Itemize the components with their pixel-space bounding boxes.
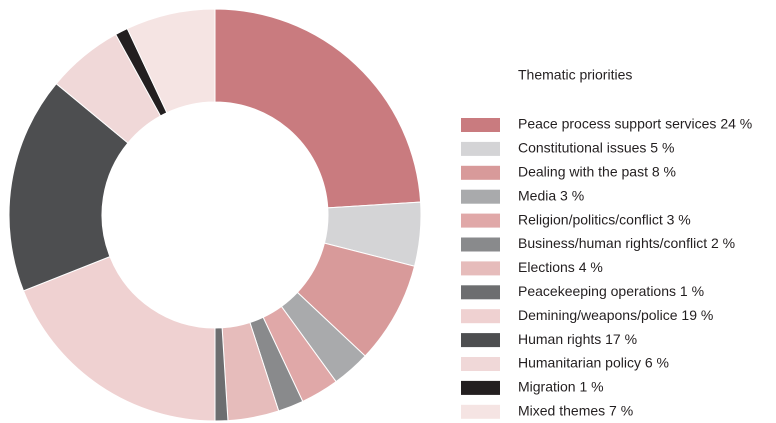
legend-swatch (461, 404, 500, 419)
legend-swatch (461, 189, 500, 204)
legend-swatch (461, 285, 500, 300)
donut-slice (8, 82, 129, 292)
legend-label: Constitutional issues 5 % (518, 140, 674, 156)
legend-label: Human rights 17 % (518, 331, 637, 347)
legend-swatch (461, 380, 500, 395)
legend-label: Elections 4 % (518, 259, 603, 275)
legend-title: Thematic priorities (518, 67, 632, 83)
donut-slice (214, 8, 422, 209)
legend-swatch (461, 261, 500, 276)
legend-label: Mixed themes 7 % (518, 403, 633, 419)
donut-slice (126, 8, 216, 114)
legend-swatch (461, 333, 500, 348)
legend-label: Business/human rights/conflict 2 % (518, 235, 735, 251)
donut-slice (22, 255, 216, 422)
legend-swatch (461, 357, 500, 371)
legend-label: Dealing with the past 8 % (518, 164, 676, 180)
legend-label: Peace process support services 24 % (518, 116, 752, 132)
legend-label: Media 3 % (518, 187, 584, 203)
legend-swatch (461, 165, 500, 180)
legend-swatch (461, 118, 500, 132)
legend-swatch (461, 213, 500, 228)
legend-label: Peacekeeping operations 1 % (518, 283, 704, 299)
legend-swatch (461, 141, 500, 156)
legend-label: Humanitarian policy 6 % (518, 355, 669, 371)
legend-swatch (461, 309, 500, 324)
legend-label: Demining/weapons/police 19 % (518, 307, 713, 323)
legend-label: Religion/politics/conflict 3 % (518, 211, 691, 227)
legend-swatch (461, 237, 500, 252)
legend-label: Migration 1 % (518, 379, 604, 395)
